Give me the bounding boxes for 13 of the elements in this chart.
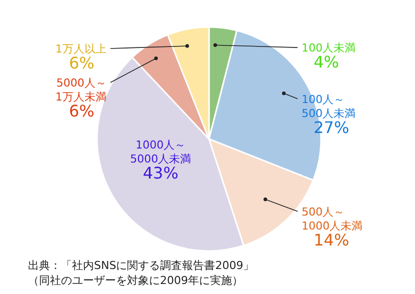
slice-label: 5000人～1万人未満 — [55, 76, 106, 104]
slice-label: 1万人以上 — [55, 42, 106, 56]
data-label: 6% — [69, 53, 94, 72]
data-label: 27% — [314, 118, 350, 137]
data-label: 4% — [314, 52, 339, 72]
data-label: 14% — [314, 230, 350, 250]
source-note: 出典：「社内SNSに関する調査報告書2009」 — [28, 258, 256, 273]
data-label: 43% — [142, 164, 178, 183]
slice-label: 1000人～5000人未満 — [130, 138, 192, 166]
text: （同社のユーザーを対象に2009年に実施） — [28, 273, 244, 288]
slice-label: 500人～1000人未満 — [302, 205, 363, 232]
slice-label: 100人未満 — [302, 42, 356, 55]
data-label: 6% — [69, 101, 94, 120]
